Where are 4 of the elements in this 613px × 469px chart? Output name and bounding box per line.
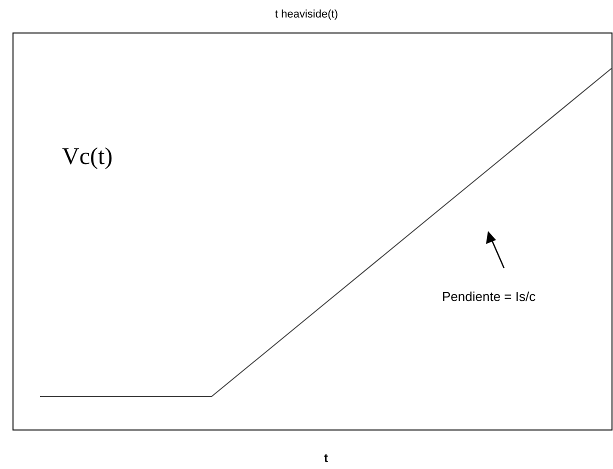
x-axis-title: t	[324, 451, 328, 465]
chart-title: t heaviside(t)	[275, 8, 338, 20]
annotation: Vc(t)	[62, 144, 113, 170]
annotation: Pendiente = Is/c	[442, 289, 536, 304]
